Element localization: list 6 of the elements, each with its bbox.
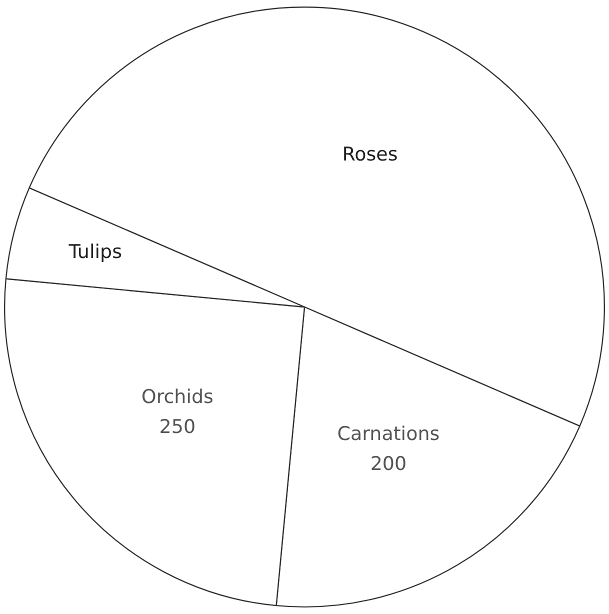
- slice-label: Roses: [342, 144, 398, 166]
- slice-label: Tulips: [68, 241, 122, 264]
- data-label: 250: [159, 416, 196, 438]
- slice-label: Orchids: [141, 386, 214, 408]
- data-label: 200: [370, 452, 407, 475]
- slice-label: Carnations: [337, 422, 440, 445]
